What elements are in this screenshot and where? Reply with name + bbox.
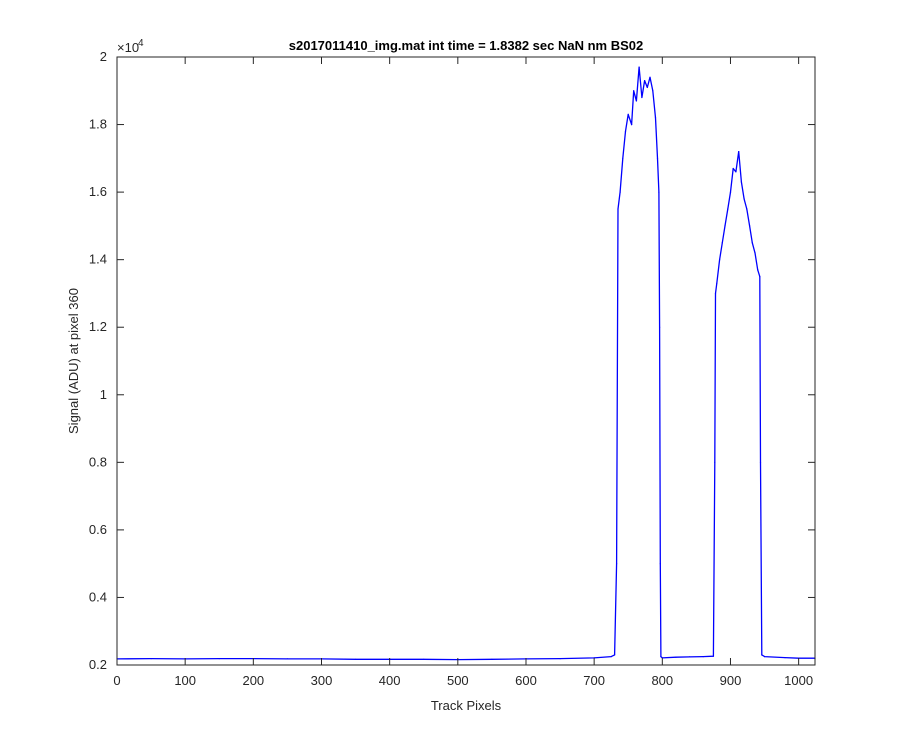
data-point	[633, 90, 635, 92]
data-point	[764, 656, 766, 658]
data-point	[646, 86, 648, 88]
data-point	[732, 167, 734, 170]
data-point	[754, 252, 756, 254]
data-point	[724, 225, 726, 227]
y-tick-label: 0.2	[89, 657, 107, 672]
x-axis-label: Track Pixels	[431, 698, 502, 713]
data-point	[652, 90, 654, 92]
data-point	[675, 656, 677, 658]
plot-background	[117, 57, 815, 665]
data-point	[631, 124, 633, 126]
data-point	[751, 242, 753, 244]
plot-area: 0 100 200 300 400 500 600 700 800 900 1000 0.20.40…	[89, 49, 816, 688]
data-point	[757, 269, 759, 271]
data-point	[689, 656, 691, 658]
y-tick-label: 1.4	[89, 252, 107, 267]
data-point	[714, 292, 717, 294]
y-exponent-base: ×10	[117, 40, 139, 55]
data-point	[286, 658, 288, 660]
data-point	[738, 151, 740, 153]
y-tick-label: 1.8	[89, 117, 107, 132]
data-point	[740, 181, 743, 183]
x-tick-label: 500	[447, 673, 469, 688]
data-point	[654, 117, 657, 119]
chart-title: s2017011410_img.mat int time = 1.8382 se…	[289, 38, 643, 53]
data-point	[746, 208, 748, 210]
y-tick-label: 0.4	[89, 589, 107, 604]
x-tick-label: 100	[174, 673, 196, 688]
x-tick-label: 200	[242, 673, 264, 688]
data-point	[644, 80, 646, 82]
data-point	[641, 96, 643, 99]
x-tick-label: 600	[515, 673, 537, 688]
data-point	[622, 157, 624, 159]
data-point	[624, 130, 627, 132]
data-point	[658, 191, 660, 193]
data-point	[649, 76, 651, 78]
data-point	[702, 656, 704, 658]
data-point	[759, 461, 762, 463]
data-point	[627, 113, 629, 115]
data-point	[759, 276, 761, 278]
data-point	[749, 225, 751, 227]
y-tick-label: 2	[100, 49, 107, 64]
data-point	[355, 658, 357, 660]
y-tick-label: 1	[100, 387, 107, 402]
x-tick-label: 0	[113, 673, 120, 688]
y-axis-label: Signal (ADU) at pixel 360	[66, 288, 81, 434]
x-tick-label: 300	[311, 673, 333, 688]
data-point	[659, 326, 661, 328]
x-tick-label: 1000	[784, 673, 813, 688]
data-point	[735, 171, 737, 173]
data-point	[491, 658, 493, 660]
x-tick-label: 700	[583, 673, 605, 688]
data-point	[559, 658, 561, 660]
data-point	[619, 191, 621, 193]
x-tick-label: 800	[651, 673, 673, 688]
data-point	[743, 198, 745, 200]
x-tick-label: 900	[720, 673, 742, 688]
data-point	[150, 658, 152, 660]
y-exponent-label: ×10 4	[117, 38, 144, 55]
data-point	[617, 208, 619, 210]
data-point	[729, 191, 732, 193]
data-point	[656, 157, 659, 159]
data-point	[614, 654, 616, 656]
y-axis: 0.2 0.4 0.6 0.8 1 1.2 1.4 1.6 1.8 2	[89, 49, 815, 672]
data-point	[719, 259, 721, 261]
data-point	[616, 563, 618, 565]
data-point	[610, 656, 612, 658]
data-point	[638, 66, 640, 68]
y-exponent-power: 4	[138, 38, 144, 49]
y-tick-label: 1.2	[89, 319, 107, 334]
plot-frame	[116, 56, 816, 666]
data-point	[761, 654, 763, 656]
data-point	[716, 282, 718, 284]
data-point	[721, 242, 723, 244]
series-line	[116, 66, 815, 661]
data-point	[727, 208, 729, 210]
data-point	[714, 461, 716, 463]
data-point	[659, 563, 661, 565]
x-tick-label: 400	[379, 673, 401, 688]
y-tick-label: 0.6	[89, 522, 107, 537]
y-tick-label: 0.8	[89, 454, 107, 469]
data-point	[218, 658, 220, 660]
data-point	[784, 657, 786, 659]
data-point	[423, 658, 425, 660]
data-point	[712, 655, 715, 657]
data-point	[660, 656, 662, 658]
data-point	[635, 100, 638, 102]
y-tick-label: 1.6	[89, 184, 107, 199]
x-axis: 0 100 200 300 400 500 600 700 800 900 1000	[113, 57, 813, 688]
